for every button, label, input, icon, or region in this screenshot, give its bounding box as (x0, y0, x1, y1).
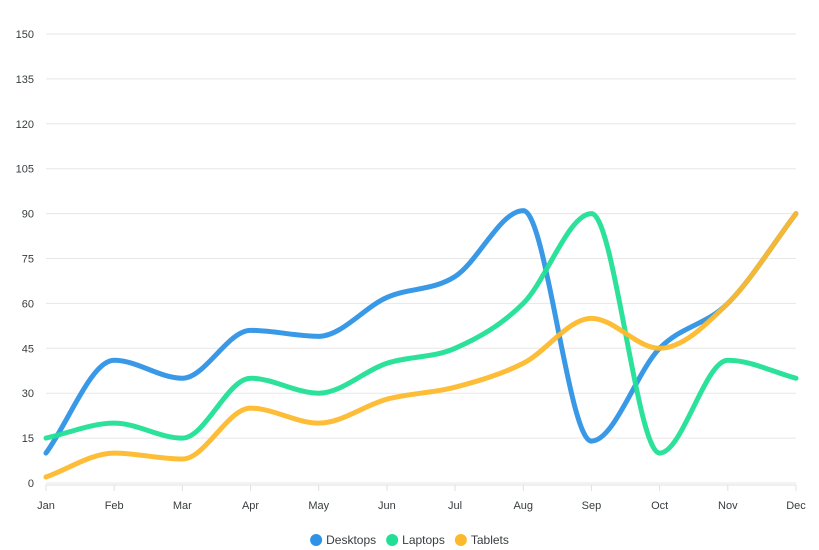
y-tick-label: 60 (22, 298, 34, 310)
x-tick-label: Aug (513, 500, 533, 512)
legend[interactable]: Desktops Laptops Tablets (310, 533, 509, 547)
series-line-laptops (43, 211, 799, 456)
axes: 0 15 30 45 60 75 90 105 120 135 150 Jan Feb Mar Apr May… (16, 29, 807, 512)
legend-label: Tablets (471, 533, 509, 547)
legend-label: Laptops (402, 533, 445, 547)
y-tick-label: 75 (22, 254, 34, 266)
x-tick-label: Sep (582, 500, 602, 512)
x-tick-label: Jan (37, 500, 55, 512)
y-tick-label: 30 (22, 388, 34, 400)
x-tick-label: Oct (651, 500, 668, 512)
gridlines (46, 33, 796, 484)
y-tick-label: 15 (22, 433, 34, 445)
x-tick-label: Jul (448, 500, 462, 512)
x-tick-label: Dec (786, 500, 806, 512)
legend-marker (454, 534, 467, 546)
legend-item-laptops[interactable]: Laptops (386, 533, 445, 547)
y-tick-label: 0 (28, 478, 34, 490)
y-tick-label: 105 (16, 164, 34, 176)
legend-item-desktops[interactable]: Desktops (310, 533, 376, 547)
x-tick-label: Jun (378, 500, 396, 512)
legend-item-tablets[interactable]: Tablets (454, 533, 509, 547)
legend-label: Desktops (326, 533, 376, 547)
y-tick-label: 150 (16, 29, 34, 41)
x-tick-label: Feb (105, 500, 124, 512)
y-tick-label: 135 (16, 74, 34, 86)
x-tick-label: Nov (718, 500, 738, 512)
legend-marker (386, 534, 399, 546)
y-tick-label: 120 (16, 119, 34, 131)
series-lines (43, 208, 799, 480)
y-tick-label: 45 (22, 343, 34, 355)
series-line-desktops (43, 208, 799, 456)
x-tick-label: May (308, 500, 329, 512)
y-tick-label: 90 (22, 209, 34, 221)
legend-marker (310, 534, 323, 546)
x-tick-label: Mar (173, 500, 192, 512)
x-tick-label: Apr (242, 500, 259, 512)
series-line-tablets (43, 211, 799, 480)
